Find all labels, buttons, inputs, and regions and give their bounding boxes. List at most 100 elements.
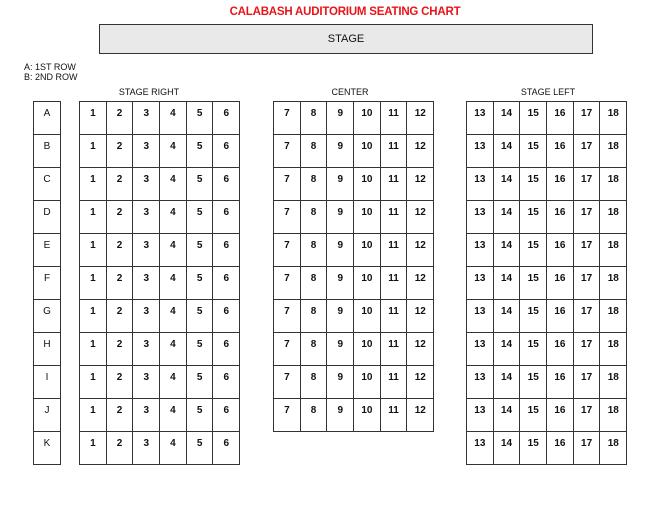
seat-B17[interactable]: 17 — [573, 135, 601, 168]
seat-A3[interactable]: 3 — [133, 102, 161, 135]
seat-D11[interactable]: 11 — [380, 201, 408, 234]
seat-I11[interactable]: 11 — [380, 366, 408, 399]
seat-F18[interactable]: 18 — [600, 267, 628, 300]
seat-I7[interactable]: 7 — [274, 366, 301, 399]
seat-C17[interactable]: 17 — [573, 168, 601, 201]
seat-C15[interactable]: 15 — [520, 168, 548, 201]
seat-B7[interactable]: 7 — [274, 135, 301, 168]
seat-A10[interactable]: 10 — [354, 102, 381, 135]
seat-B12[interactable]: 12 — [407, 135, 435, 168]
seat-H9[interactable]: 9 — [327, 333, 355, 366]
seat-J4[interactable]: 4 — [160, 399, 187, 432]
seat-J9[interactable]: 9 — [327, 399, 355, 432]
seat-D18[interactable]: 18 — [600, 201, 628, 234]
seat-C5[interactable]: 5 — [186, 168, 214, 201]
seat-G13[interactable]: 13 — [467, 300, 494, 333]
seat-A18[interactable]: 18 — [600, 102, 628, 135]
seat-F12[interactable]: 12 — [407, 267, 435, 300]
seat-I13[interactable]: 13 — [467, 366, 494, 399]
seat-J11[interactable]: 11 — [380, 399, 408, 432]
seat-D12[interactable]: 12 — [407, 201, 435, 234]
seat-D17[interactable]: 17 — [573, 201, 601, 234]
seat-B6[interactable]: 6 — [213, 135, 241, 168]
seat-C3[interactable]: 3 — [133, 168, 161, 201]
seat-E12[interactable]: 12 — [407, 234, 435, 267]
seat-C10[interactable]: 10 — [354, 168, 381, 201]
seat-E14[interactable]: 14 — [493, 234, 521, 267]
seat-I4[interactable]: 4 — [160, 366, 187, 399]
seat-F6[interactable]: 6 — [213, 267, 241, 300]
seat-I3[interactable]: 3 — [133, 366, 161, 399]
seat-D16[interactable]: 16 — [547, 201, 574, 234]
seat-A6[interactable]: 6 — [213, 102, 241, 135]
seat-D3[interactable]: 3 — [133, 201, 161, 234]
seat-G3[interactable]: 3 — [133, 300, 161, 333]
seat-F2[interactable]: 2 — [106, 267, 134, 300]
seat-H16[interactable]: 16 — [547, 333, 574, 366]
seat-A17[interactable]: 17 — [573, 102, 601, 135]
seat-H10[interactable]: 10 — [354, 333, 381, 366]
seat-J5[interactable]: 5 — [186, 399, 214, 432]
seat-D2[interactable]: 2 — [106, 201, 134, 234]
seat-F5[interactable]: 5 — [186, 267, 214, 300]
seat-I18[interactable]: 18 — [600, 366, 628, 399]
seat-B4[interactable]: 4 — [160, 135, 187, 168]
seat-G5[interactable]: 5 — [186, 300, 214, 333]
seat-K6[interactable]: 6 — [213, 432, 241, 465]
seat-C14[interactable]: 14 — [493, 168, 521, 201]
seat-H2[interactable]: 2 — [106, 333, 134, 366]
seat-J18[interactable]: 18 — [600, 399, 628, 432]
seat-K4[interactable]: 4 — [160, 432, 187, 465]
seat-F15[interactable]: 15 — [520, 267, 548, 300]
seat-J15[interactable]: 15 — [520, 399, 548, 432]
seat-F10[interactable]: 10 — [354, 267, 381, 300]
seat-E8[interactable]: 8 — [300, 234, 328, 267]
seat-G2[interactable]: 2 — [106, 300, 134, 333]
seat-C8[interactable]: 8 — [300, 168, 328, 201]
seat-B8[interactable]: 8 — [300, 135, 328, 168]
seat-I15[interactable]: 15 — [520, 366, 548, 399]
seat-F4[interactable]: 4 — [160, 267, 187, 300]
seat-B14[interactable]: 14 — [493, 135, 521, 168]
seat-I1[interactable]: 1 — [80, 366, 107, 399]
seat-J17[interactable]: 17 — [573, 399, 601, 432]
seat-E10[interactable]: 10 — [354, 234, 381, 267]
seat-J2[interactable]: 2 — [106, 399, 134, 432]
seat-H1[interactable]: 1 — [80, 333, 107, 366]
seat-D1[interactable]: 1 — [80, 201, 107, 234]
seat-C12[interactable]: 12 — [407, 168, 435, 201]
seat-D13[interactable]: 13 — [467, 201, 494, 234]
seat-F16[interactable]: 16 — [547, 267, 574, 300]
seat-E13[interactable]: 13 — [467, 234, 494, 267]
seat-A14[interactable]: 14 — [493, 102, 521, 135]
seat-F3[interactable]: 3 — [133, 267, 161, 300]
seat-C16[interactable]: 16 — [547, 168, 574, 201]
seat-G1[interactable]: 1 — [80, 300, 107, 333]
seat-A8[interactable]: 8 — [300, 102, 328, 135]
seat-B5[interactable]: 5 — [186, 135, 214, 168]
seat-I6[interactable]: 6 — [213, 366, 241, 399]
seat-A16[interactable]: 16 — [547, 102, 574, 135]
seat-C11[interactable]: 11 — [380, 168, 408, 201]
seat-B13[interactable]: 13 — [467, 135, 494, 168]
seat-K14[interactable]: 14 — [493, 432, 521, 465]
seat-E1[interactable]: 1 — [80, 234, 107, 267]
seat-K3[interactable]: 3 — [133, 432, 161, 465]
seat-C9[interactable]: 9 — [327, 168, 355, 201]
seat-G14[interactable]: 14 — [493, 300, 521, 333]
seat-H4[interactable]: 4 — [160, 333, 187, 366]
seat-B2[interactable]: 2 — [106, 135, 134, 168]
seat-H3[interactable]: 3 — [133, 333, 161, 366]
seat-J14[interactable]: 14 — [493, 399, 521, 432]
seat-F9[interactable]: 9 — [327, 267, 355, 300]
seat-K5[interactable]: 5 — [186, 432, 214, 465]
seat-J10[interactable]: 10 — [354, 399, 381, 432]
seat-A15[interactable]: 15 — [520, 102, 548, 135]
seat-I8[interactable]: 8 — [300, 366, 328, 399]
seat-J3[interactable]: 3 — [133, 399, 161, 432]
seat-G16[interactable]: 16 — [547, 300, 574, 333]
seat-K15[interactable]: 15 — [520, 432, 548, 465]
seat-E6[interactable]: 6 — [213, 234, 241, 267]
seat-E16[interactable]: 16 — [547, 234, 574, 267]
seat-I10[interactable]: 10 — [354, 366, 381, 399]
